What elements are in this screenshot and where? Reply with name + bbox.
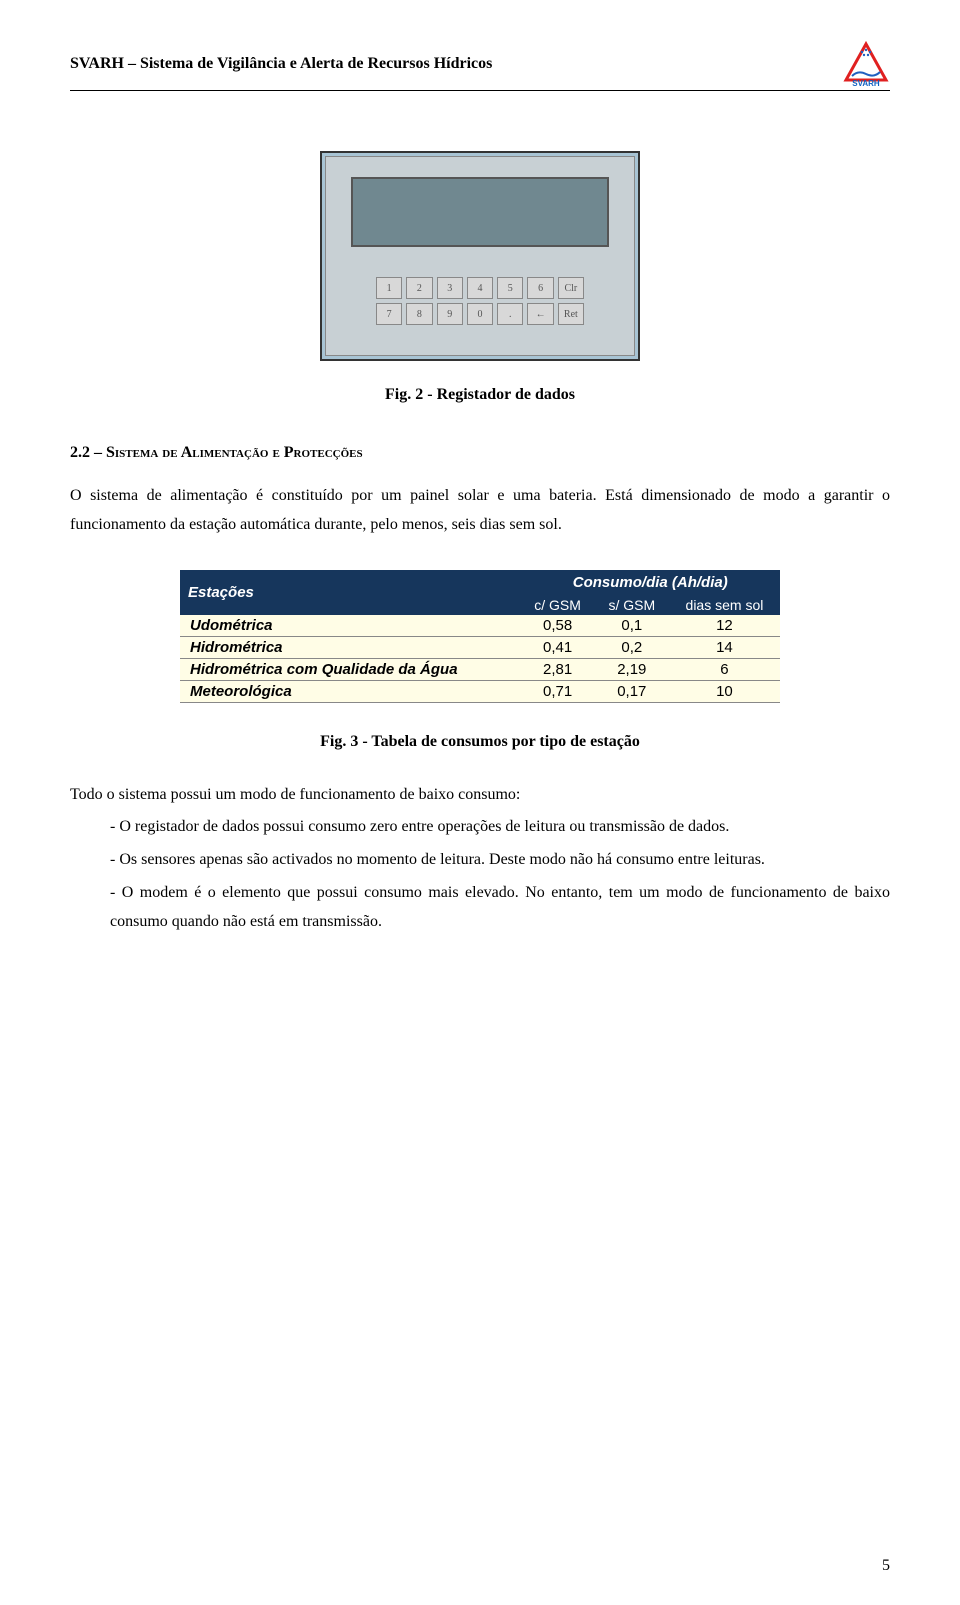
table-corner-label: Estações [180, 570, 520, 615]
table-cell: 0,71 [520, 680, 594, 702]
device-key: 2 [406, 277, 432, 299]
page-header: SVARH – Sistema de Vigilância e Alerta d… [70, 40, 890, 91]
device-key: 1 [376, 277, 402, 299]
device-key: Ret [558, 303, 584, 325]
table-cell: 2,81 [520, 658, 594, 680]
device-keypad: 1 2 3 4 5 6 Clr 7 8 9 0 . ← Ret [376, 277, 584, 325]
figure-3: Fig. 3 - Tabela de consumos por tipo de … [70, 733, 890, 751]
page-number: 5 [882, 1557, 890, 1575]
table-cell: 10 [669, 680, 780, 702]
device-screen [351, 177, 609, 247]
table-row-label: Hidrométrica com Qualidade da Água [180, 658, 520, 680]
list-item: - O registador de dados possui consumo z… [110, 813, 890, 842]
table-row-label: Meteorológica [180, 680, 520, 702]
svarh-logo-icon: SVARH [842, 40, 890, 88]
list-item: - Os sensores apenas são activados no mo… [110, 846, 890, 875]
table-cell: 6 [669, 658, 780, 680]
table-row-label: Udométrica [180, 615, 520, 637]
device-key: 3 [437, 277, 463, 299]
table-subheader: c/ GSM [520, 595, 594, 615]
consumption-table-wrap: Estações Consumo/dia (Ah/dia) c/ GSM s/ … [180, 570, 780, 703]
figure-3-caption: Fig. 3 - Tabela de consumos por tipo de … [70, 733, 890, 751]
device-key: 4 [467, 277, 493, 299]
table-row: Hidrométrica com Qualidade da Água 2,81 … [180, 658, 780, 680]
table-row: Hidrométrica 0,41 0,2 14 [180, 636, 780, 658]
consumption-table: Estações Consumo/dia (Ah/dia) c/ GSM s/ … [180, 570, 780, 703]
section-paragraph: O sistema de alimentação é constituído p… [70, 482, 890, 540]
table-cell: 2,19 [595, 658, 669, 680]
svg-text:SVARH: SVARH [852, 79, 880, 88]
device-key: 9 [437, 303, 463, 325]
table-row: Meteorológica 0,71 0,17 10 [180, 680, 780, 702]
table-cell: 0,41 [520, 636, 594, 658]
section-number: 2.2 [70, 444, 90, 461]
intro-line: Todo o sistema possui um modo de funcion… [70, 781, 890, 810]
device-key: 5 [497, 277, 523, 299]
device-frame: 1 2 3 4 5 6 Clr 7 8 9 0 . ← Ret [320, 151, 640, 361]
table-row: Udométrica 0,58 0,1 12 [180, 615, 780, 637]
device-key: 8 [406, 303, 432, 325]
device-key: Clr [558, 277, 584, 299]
table-group-header: Consumo/dia (Ah/dia) [520, 570, 780, 595]
section-title: – Sistema de Alimentação e Protecções [90, 444, 363, 461]
figure-2-caption: Fig. 2 - Registador de dados [70, 386, 890, 404]
device-key: 0 [467, 303, 493, 325]
table-cell: 12 [669, 615, 780, 637]
bullet-list: - O registador de dados possui consumo z… [70, 813, 890, 936]
device-key: ← [527, 303, 553, 325]
table-cell: 14 [669, 636, 780, 658]
header-title: SVARH – Sistema de Vigilância e Alerta d… [70, 55, 492, 73]
table-cell: 0,58 [520, 615, 594, 637]
section-heading: 2.2 – Sistema de Alimentação e Protecçõe… [70, 444, 890, 462]
list-item: - O modem é o elemento que possui consum… [110, 879, 890, 937]
device-key: 7 [376, 303, 402, 325]
device-key: 6 [527, 277, 553, 299]
table-cell: 0,1 [595, 615, 669, 637]
device-key: . [497, 303, 523, 325]
table-cell: 0,2 [595, 636, 669, 658]
table-subheader: dias sem sol [669, 595, 780, 615]
device-body: 1 2 3 4 5 6 Clr 7 8 9 0 . ← Ret [325, 156, 635, 356]
figure-2: 1 2 3 4 5 6 Clr 7 8 9 0 . ← Ret Fig. 2 -… [70, 151, 890, 404]
table-cell: 0,17 [595, 680, 669, 702]
table-subheader: s/ GSM [595, 595, 669, 615]
table-row-label: Hidrométrica [180, 636, 520, 658]
